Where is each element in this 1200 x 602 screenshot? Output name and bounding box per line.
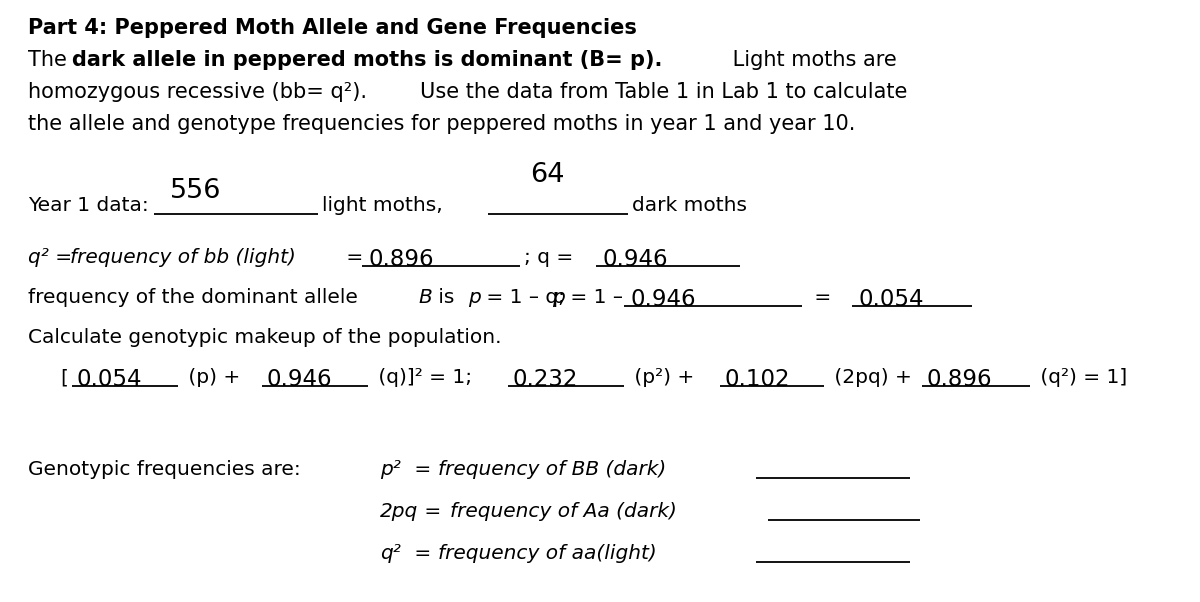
Text: 0.054: 0.054 bbox=[76, 368, 142, 391]
Text: 0.896: 0.896 bbox=[926, 368, 991, 391]
Text: frequency of BB (dark): frequency of BB (dark) bbox=[438, 460, 666, 479]
Text: 0.054: 0.054 bbox=[858, 288, 924, 311]
Text: 0.232: 0.232 bbox=[512, 368, 577, 391]
Text: the allele and genotype frequencies for peppered moths in year 1 and year 10.: the allele and genotype frequencies for … bbox=[28, 114, 856, 134]
Text: 0.896: 0.896 bbox=[368, 248, 433, 271]
Text: Year 1 data:: Year 1 data: bbox=[28, 196, 149, 215]
Text: homozygous recessive (bb= q²).        Use the data from Table 1 in Lab 1 to calc: homozygous recessive (bb= q²). Use the d… bbox=[28, 82, 907, 102]
Text: is: is bbox=[432, 288, 461, 307]
Text: 556: 556 bbox=[170, 178, 222, 204]
Text: = 1 –: = 1 – bbox=[564, 288, 629, 307]
Text: q²: q² bbox=[380, 544, 401, 563]
Text: The: The bbox=[28, 50, 73, 70]
Text: (p²) +: (p²) + bbox=[628, 368, 701, 387]
Text: =: = bbox=[408, 544, 438, 563]
Text: Light moths are: Light moths are bbox=[726, 50, 896, 70]
Text: =: = bbox=[418, 502, 448, 521]
Text: Part 4: Peppered Moth Allele and Gene Frequencies: Part 4: Peppered Moth Allele and Gene Fr… bbox=[28, 18, 637, 38]
Text: 0.946: 0.946 bbox=[630, 288, 696, 311]
Text: (2pq) +: (2pq) + bbox=[828, 368, 918, 387]
Text: =: = bbox=[340, 248, 370, 267]
Text: =: = bbox=[808, 288, 844, 307]
Text: p: p bbox=[552, 288, 565, 307]
Text: frequency of the dominant allele: frequency of the dominant allele bbox=[28, 288, 365, 307]
Text: (q²) = 1]: (q²) = 1] bbox=[1034, 368, 1127, 387]
Text: [: [ bbox=[60, 368, 68, 387]
Text: = 1 – q;: = 1 – q; bbox=[480, 288, 571, 307]
Text: p: p bbox=[468, 288, 481, 307]
Text: 64: 64 bbox=[530, 162, 564, 188]
Text: 0.946: 0.946 bbox=[266, 368, 331, 391]
Text: =: = bbox=[408, 460, 438, 479]
Text: (q)]² = 1;: (q)]² = 1; bbox=[372, 368, 479, 387]
Text: dark moths: dark moths bbox=[632, 196, 746, 215]
Text: Genotypic frequencies are:: Genotypic frequencies are: bbox=[28, 460, 301, 479]
Text: ; q =: ; q = bbox=[524, 248, 580, 267]
Text: (p) +: (p) + bbox=[182, 368, 247, 387]
Text: frequency of bb (light): frequency of bb (light) bbox=[70, 248, 296, 267]
Text: p²: p² bbox=[380, 460, 401, 479]
Text: 0.946: 0.946 bbox=[602, 248, 667, 271]
Text: q² =: q² = bbox=[28, 248, 78, 267]
Text: frequency of aa(light): frequency of aa(light) bbox=[438, 544, 656, 563]
Text: Calculate genotypic makeup of the population.: Calculate genotypic makeup of the popula… bbox=[28, 328, 502, 347]
Text: B: B bbox=[418, 288, 432, 307]
Text: dark allele in peppered moths is dominant (B= p).: dark allele in peppered moths is dominan… bbox=[72, 50, 662, 70]
Text: frequency of Aa (dark): frequency of Aa (dark) bbox=[450, 502, 677, 521]
Text: 0.102: 0.102 bbox=[724, 368, 790, 391]
Text: light moths,: light moths, bbox=[322, 196, 443, 215]
Text: 2pq: 2pq bbox=[380, 502, 419, 521]
